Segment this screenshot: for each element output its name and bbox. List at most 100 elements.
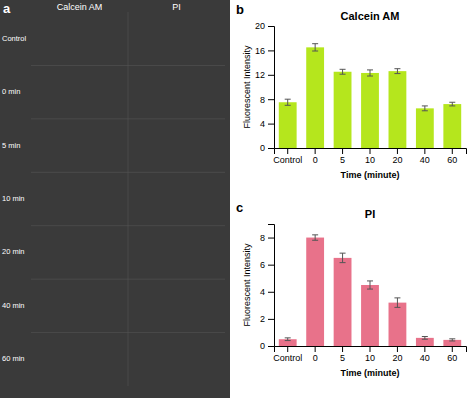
error-bar-cap bbox=[312, 234, 318, 235]
error-bar-line bbox=[370, 70, 371, 76]
tick: 4 bbox=[260, 287, 274, 297]
tick-mark bbox=[268, 50, 274, 51]
error-bar-cap bbox=[394, 297, 400, 298]
bar bbox=[416, 338, 434, 346]
tick-label: 0 bbox=[260, 341, 265, 351]
error-bar-line bbox=[397, 298, 398, 307]
tick: 20 bbox=[255, 21, 274, 31]
error-bar-cap bbox=[285, 340, 291, 341]
tick-label: 60 bbox=[447, 155, 457, 165]
error-bar-cap bbox=[285, 337, 291, 338]
tick-mark bbox=[268, 319, 274, 320]
axis-line bbox=[268, 225, 275, 347]
tick-mark bbox=[268, 75, 274, 76]
panel-background bbox=[0, 0, 230, 398]
tick: 10 bbox=[365, 346, 375, 363]
tick-label: 10 bbox=[365, 155, 375, 165]
tick-label: 20 bbox=[255, 21, 265, 31]
tick: 0 bbox=[260, 143, 274, 153]
tick: 5 bbox=[340, 346, 345, 363]
tick: 8 bbox=[260, 233, 274, 243]
bar bbox=[306, 47, 324, 148]
tick: 20 bbox=[392, 148, 402, 165]
error-bar-cap bbox=[367, 280, 373, 281]
row-label: 20 min bbox=[2, 247, 25, 256]
error-bar bbox=[340, 69, 346, 74]
axis-line bbox=[275, 149, 467, 155]
tick-label: 5 bbox=[340, 155, 345, 165]
tick-mark bbox=[287, 346, 288, 352]
bar bbox=[361, 285, 379, 346]
panel-divider bbox=[128, 12, 129, 386]
tick: 0 bbox=[313, 148, 318, 165]
bar bbox=[334, 258, 352, 346]
tick-label: 40 bbox=[420, 155, 430, 165]
tick-label: 0 bbox=[260, 143, 265, 153]
bar bbox=[279, 102, 297, 148]
axis-line bbox=[275, 347, 467, 353]
error-bar-cap bbox=[367, 69, 373, 70]
tick: 2 bbox=[260, 314, 274, 324]
error-bar bbox=[394, 298, 400, 307]
tick-label: 4 bbox=[260, 287, 265, 297]
error-bar bbox=[367, 70, 373, 76]
error-bar-cap bbox=[285, 105, 291, 106]
error-bar-cap bbox=[449, 338, 455, 339]
error-bar bbox=[340, 253, 346, 262]
y-axis: 02468 bbox=[260, 225, 275, 352]
panel-label: c bbox=[236, 200, 243, 215]
tick-label: 40 bbox=[420, 353, 430, 363]
column-label: PI bbox=[172, 2, 181, 12]
tick: 4 bbox=[260, 119, 274, 129]
tick-mark bbox=[424, 148, 425, 154]
tick-label: 0 bbox=[313, 353, 318, 363]
tick-label: 8 bbox=[260, 95, 265, 105]
tick-label: Control bbox=[273, 353, 302, 363]
tick-mark bbox=[342, 148, 343, 154]
tick-mark bbox=[268, 124, 274, 125]
row-label: 10 min bbox=[2, 194, 25, 203]
error-bar-line bbox=[370, 281, 371, 289]
tick-label: 2 bbox=[260, 314, 265, 324]
tick: 0 bbox=[260, 341, 274, 351]
bar bbox=[443, 340, 461, 346]
bar-chart: Control 0 5 10 20 40 60 0 4 8 12 16 20 Calcein AM Time… bbox=[236, 2, 467, 180]
tick: 60 bbox=[447, 346, 457, 363]
tick-mark bbox=[342, 346, 343, 352]
tick-mark bbox=[268, 265, 274, 266]
tick-label: 5 bbox=[340, 353, 345, 363]
panel-label: a bbox=[3, 1, 11, 16]
tick-mark bbox=[315, 148, 316, 154]
figure: aCalcein AMPIControl0 min5 min10 min20 m… bbox=[0, 0, 474, 398]
tick-label: 16 bbox=[255, 46, 265, 56]
tick: 40 bbox=[420, 346, 430, 363]
error-bar bbox=[312, 44, 318, 51]
bar-chart: Control051020406002468PITime (minute)Flu… bbox=[236, 200, 467, 378]
tick: 10 bbox=[365, 148, 375, 165]
bar bbox=[389, 303, 407, 346]
tick-mark bbox=[397, 148, 398, 154]
axis-line bbox=[268, 27, 275, 149]
error-bar-cap bbox=[422, 339, 428, 340]
tick-label: 12 bbox=[255, 70, 265, 80]
plot-area bbox=[279, 44, 461, 148]
tick: Control bbox=[273, 148, 302, 165]
chart-title: Calcein AM bbox=[341, 10, 400, 22]
y-axis-title: Fluorescent Intensity bbox=[242, 243, 252, 327]
tick: 60 bbox=[447, 148, 457, 165]
y-axis-title: Fluorescent Intensity bbox=[242, 45, 252, 129]
x-axis-title: Time (minute) bbox=[341, 368, 400, 378]
tick-mark bbox=[287, 148, 288, 154]
error-bar bbox=[285, 338, 291, 341]
x-axis-title: Time (minute) bbox=[341, 170, 400, 180]
tick-label: 20 bbox=[392, 155, 402, 165]
error-bar-cap bbox=[394, 68, 400, 69]
tick: Control bbox=[273, 346, 302, 363]
tick-label: 10 bbox=[365, 353, 375, 363]
y-axis: 0 4 8 12 16 20 bbox=[255, 21, 275, 153]
error-bar-line bbox=[315, 235, 316, 240]
row-label: 5 min bbox=[2, 141, 20, 150]
error-bar-cap bbox=[449, 340, 455, 341]
tick-label: 8 bbox=[260, 233, 265, 243]
chart-title: PI bbox=[365, 208, 375, 220]
